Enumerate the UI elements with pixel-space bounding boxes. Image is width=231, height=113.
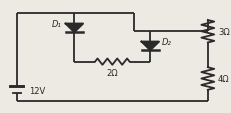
Text: 4Ω: 4Ω xyxy=(217,74,229,83)
Text: 2Ω: 2Ω xyxy=(106,69,118,78)
Polygon shape xyxy=(141,42,158,51)
Text: 3Ω: 3Ω xyxy=(217,27,229,36)
Polygon shape xyxy=(65,24,83,33)
Text: 12V: 12V xyxy=(29,86,46,95)
Text: D₂: D₂ xyxy=(161,38,170,46)
Text: D₁: D₁ xyxy=(52,20,62,29)
